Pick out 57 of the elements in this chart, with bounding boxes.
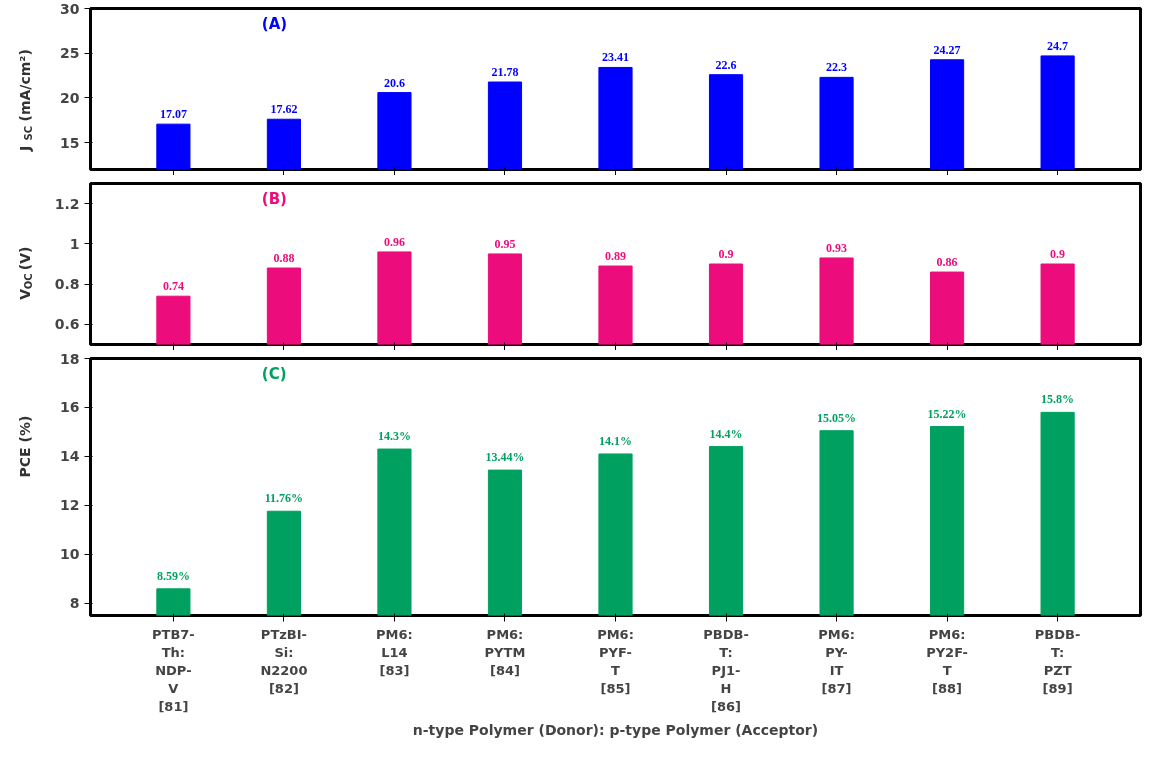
data-label: 14.1%: [599, 433, 632, 448]
x-axis-title: n-type Polymer (Donor): p-type Polymer (Acceptor): [412, 721, 819, 738]
x-tick-label: PM6: L14 [83]: [376, 626, 413, 678]
data-label: 13.44%: [485, 450, 525, 465]
x-tick-label: PBDB- T: PZT [89]: [1034, 626, 1081, 696]
x-tick-label: PBDB- T: PJ1- H [86]: [703, 626, 749, 714]
data-label: 21.78: [491, 65, 519, 80]
data-label: 0.93: [826, 240, 848, 255]
chart-title: (C): [261, 364, 287, 383]
y-tick-label: 18: [60, 350, 80, 367]
text: (B): [261, 189, 287, 208]
y-tick-label: 30: [60, 0, 80, 17]
data-label: 0.89: [605, 249, 626, 264]
data-label: 8.59%: [156, 568, 190, 583]
data-label: 0.9: [718, 247, 734, 261]
data-label: 14.4%: [709, 426, 743, 441]
y-tick-label: 20: [60, 89, 80, 106]
data-label: 15.05%: [817, 410, 857, 425]
data-label: 20.6: [383, 75, 405, 90]
y-tick-label: 16: [60, 399, 80, 416]
y-axis-title: VOC (V): [16, 246, 34, 300]
data-label: 23.41: [602, 50, 629, 65]
data-label: 14.3%: [377, 429, 411, 444]
data-label: 11.76%: [264, 491, 304, 506]
data-label: 0.74: [162, 279, 184, 294]
data-label: 15.22%: [927, 406, 967, 421]
data-label: 0.88: [273, 251, 295, 266]
data-label: 17.62: [270, 102, 298, 117]
data-label: 0.9: [1050, 247, 1066, 261]
data-label: 22.3: [826, 60, 848, 75]
data-label: 24.27: [933, 42, 961, 57]
data-label: 24.7: [1047, 38, 1069, 53]
x-tick-label: PM6: PYF- T [85]: [597, 626, 634, 696]
y-tick-label: 0.8: [54, 276, 80, 293]
data-label: 0.95: [494, 236, 516, 251]
y-tick-label: 10: [60, 546, 80, 563]
data-label: 15.8%: [1041, 392, 1075, 407]
data-label: 17.07: [159, 107, 187, 122]
y-tick-label: 1.2: [54, 195, 80, 212]
y-tick-label: 25: [60, 45, 80, 62]
y-axis-title: PCE (%): [16, 415, 33, 478]
y-tick-label: 0.6: [54, 316, 80, 333]
y-tick-label: 14: [60, 448, 80, 465]
x-tick-label: PTB7- Th: NDP- V [81]: [152, 626, 195, 714]
y-axis-title: JSC (mA/cm²): [16, 49, 34, 152]
x-tick-label: PM6: PYTM [84]: [484, 626, 526, 678]
y-tick-label: 12: [60, 497, 80, 514]
x-tick-label: PM6: PY2F- T [88]: [926, 626, 969, 696]
y-tick-label: 1: [69, 235, 80, 252]
x-tick-label: PTzBI- Si: N2200 [82]: [260, 626, 308, 696]
data-label: 0.96: [383, 234, 405, 249]
data-label: 0.86: [936, 255, 958, 270]
y-tick-label: 15: [60, 134, 80, 151]
y-tick-label: 8: [69, 595, 80, 612]
x-tick-label: PM6: PY- IT [87]: [818, 626, 855, 696]
data-label: 22.6: [715, 57, 737, 72]
chart-title: (A): [261, 14, 288, 33]
